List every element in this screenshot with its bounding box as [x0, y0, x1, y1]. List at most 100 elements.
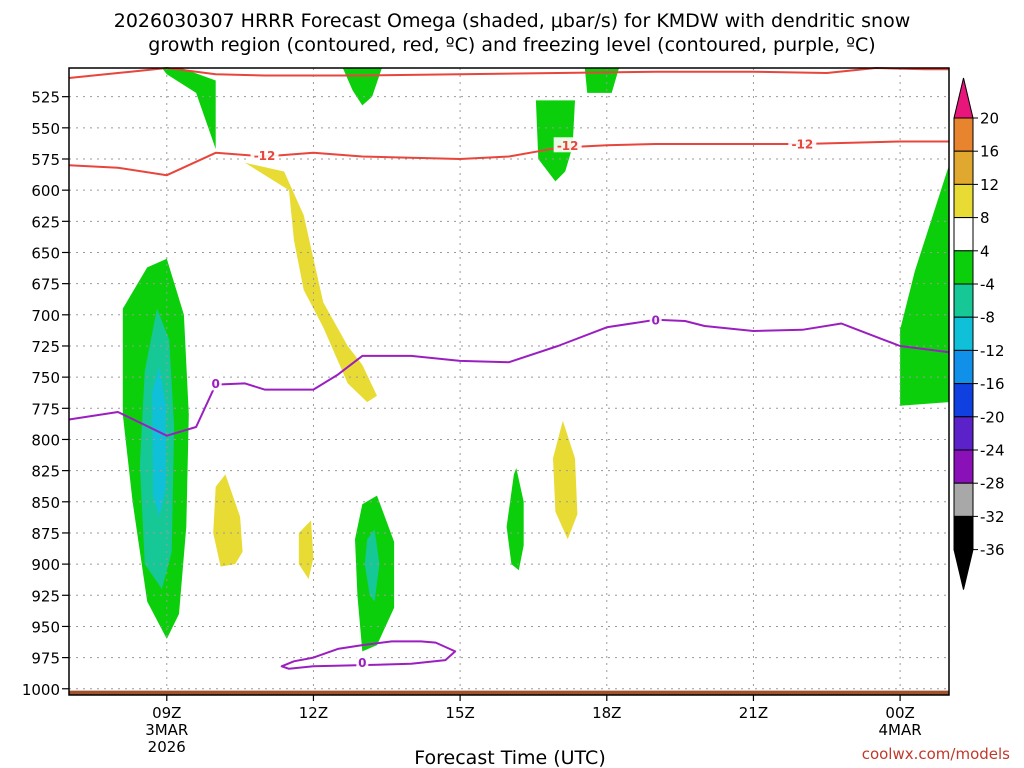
colorbar-swatch-16-to-12	[953, 150, 974, 185]
y-tick-label-525: 525	[31, 89, 60, 107]
y-tick-label-675: 675	[31, 276, 60, 294]
colorbar-swatch-12-to-8	[953, 183, 974, 219]
y-tick-label-750: 750	[31, 369, 60, 387]
contour-label-bg-dgz-bottom-red-1	[553, 137, 582, 153]
colorbar-swatch--32-to--36	[953, 515, 974, 551]
contour-label-dgz-bottom-red-2: -12	[791, 138, 813, 152]
y-tick-label-725: 725	[31, 338, 60, 356]
y-tick-label-800: 800	[31, 431, 60, 449]
x-tick-label-9-2: 2026	[148, 738, 186, 756]
shade-yellow-right-low	[924, 579, 949, 617]
colorbar-swatch--4-to--8	[953, 283, 974, 318]
contour-label-bg-freezing-level-purple-1	[649, 311, 662, 327]
colorbar-label--24: -24	[980, 442, 1005, 460]
y-tick-label-775: 775	[31, 400, 60, 418]
ground-bar	[69, 690, 949, 695]
contour-label-dgz-bottom-red-0: -12	[254, 149, 276, 163]
x-tick-label-9-0: 09Z	[152, 704, 181, 722]
colorbar-swatch--16-to--20	[953, 383, 974, 418]
y-tick-label-575: 575	[31, 151, 60, 169]
colorbar-label-4: 4	[980, 242, 990, 260]
colorbar-label--20: -20	[980, 408, 1005, 426]
y-tick-label-950: 950	[31, 618, 60, 636]
contour-label-freezing-level-low-loop-0: 0	[358, 656, 366, 670]
contour-freezing-level-low-loop	[280, 640, 457, 670]
y-tick-label-625: 625	[31, 213, 60, 231]
contour-label-bg-dgz-bottom-red-2	[788, 136, 817, 152]
y-tick-label-875: 875	[31, 525, 60, 543]
omega-shading	[122, 68, 949, 652]
shade-yellow-big-column	[235, 78, 461, 421]
colorbar-label--4: -4	[980, 276, 995, 294]
x-tick-label-24-1: 4MAR	[879, 721, 922, 739]
colorbar-swatch--28-to--32	[953, 482, 974, 517]
colorbar-swatch--12-to--16	[953, 349, 974, 385]
shade-yellow-575-left	[139, 125, 177, 181]
colorbar-label--36: -36	[980, 541, 1005, 559]
x-tick-label-15-0: 15Z	[445, 704, 474, 722]
y-tick-label-900: 900	[31, 556, 60, 574]
shade-green-right	[900, 165, 949, 406]
colorbar-swatch-8-to-4	[953, 217, 974, 252]
y-tick-label-925: 925	[31, 587, 60, 605]
shade-yellow-12z	[269, 461, 326, 637]
colorbar-top-cap	[953, 77, 974, 119]
contour-label-bg-dgz-bottom-red-0	[250, 147, 279, 163]
colorbar-label-12: 12	[980, 176, 999, 194]
colorbar-swatch--24-to--28	[953, 449, 974, 484]
contour-label-dgz-bottom-red-1: -12	[557, 139, 579, 153]
colorbar-swatch-4-to--4	[953, 250, 974, 285]
chart-title-line1: 2026030307 HRRR Forecast Omega (shaded, …	[114, 10, 911, 32]
colorbar-swatch-20-to-16	[953, 117, 974, 152]
contour-label-freezing-level-purple-0: 0	[211, 377, 219, 391]
chart-title-line2: growth region (contoured, red, ºC) and f…	[148, 34, 875, 56]
colorbar-bottom-cap	[953, 549, 974, 590]
colorbar-label--28: -28	[980, 475, 1005, 493]
colorbar: 20 16 12 8 4 -4 -8 -12 -16 -20 -24 -28 -32 -36	[953, 77, 1005, 590]
plot-area: -12 -12 -12 0 0 0	[68, 67, 950, 696]
shade-green-top-18z	[584, 68, 619, 93]
contour-label-freezing-level-purple-1: 0	[651, 313, 659, 327]
y-tick-label-650: 650	[31, 244, 60, 262]
colorbar-label--8: -8	[980, 309, 995, 327]
credit-text: coolwx.com/models	[862, 745, 1010, 763]
colorbar-label-16: 16	[980, 143, 999, 161]
y-tick-label-1000: 1000	[22, 681, 60, 699]
x-tick-label-21-0: 21Z	[739, 704, 768, 722]
shade-yellow-19z	[641, 461, 710, 589]
contour-freezing-level-purple	[68, 318, 950, 437]
shade-orange-17z	[553, 420, 578, 540]
plot-frame	[68, 67, 950, 696]
y-tick-label-825: 825	[31, 463, 60, 481]
colorbar-swatch--20-to--24	[953, 416, 974, 451]
shade-green-top-left	[161, 68, 216, 149]
colorbar-label-8: 8	[980, 209, 990, 227]
x-tick-label-18-0: 18Z	[592, 704, 621, 722]
y-tick-label-700: 700	[31, 307, 60, 325]
y-axis: 525 550 575 600 625 650 675 700 725 750 775 800 825 8…	[22, 89, 69, 699]
shade-cyan-lower-left	[152, 367, 166, 517]
shade-orange-12z	[298, 520, 314, 580]
x-tick-label-24-0: 00Z	[885, 704, 914, 722]
contour-dgz-top-red	[68, 67, 949, 79]
shade-orange-10z	[213, 474, 243, 567]
colorbar-label--16: -16	[980, 375, 1005, 393]
x-axis-label: Forecast Time (UTC)	[414, 747, 605, 768]
y-tick-label-600: 600	[31, 182, 60, 200]
shade-green-top-12z	[342, 68, 382, 106]
y-tick-label-850: 850	[31, 494, 60, 512]
colorbar-label-20: 20	[980, 110, 999, 128]
x-tick-label-12-0: 12Z	[299, 704, 328, 722]
colorbar-label--32: -32	[980, 508, 1005, 526]
shade-teal-13z	[364, 529, 380, 602]
y-tick-label-975: 975	[31, 650, 60, 668]
contour-label-bg-freezing-level-purple-0	[209, 375, 222, 391]
shade-green-16z	[506, 468, 524, 571]
colorbar-label--12: -12	[980, 342, 1005, 360]
contour-labels: -12 -12 -12 0 0 0	[209, 136, 817, 670]
shade-yellow-top-right	[914, 68, 940, 138]
contour-label-bg-freezing-level-low-loop-0	[356, 654, 369, 670]
plot-background	[69, 68, 949, 695]
